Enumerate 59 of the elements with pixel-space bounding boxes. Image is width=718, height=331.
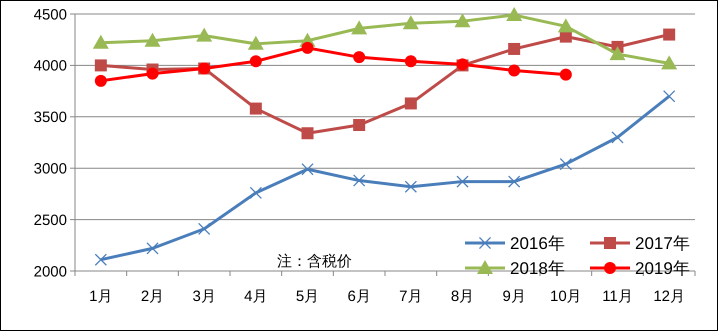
y-tick-label: 4500 [34,6,67,24]
point [454,13,470,28]
point [663,28,676,41]
x-tick-label: 7月 [399,288,423,305]
point [353,174,366,187]
point [94,74,107,87]
point [250,186,262,199]
point [144,32,160,47]
point [248,36,264,50]
y-tick-label: 3500 [34,109,67,126]
legend-label: 2017年 [635,234,690,253]
x-tick-label: 8月 [450,288,474,305]
x-tick-label: 9月 [502,288,526,305]
legend-label: 2016年 [510,234,565,253]
point [146,242,158,254]
point [250,102,262,115]
point [508,42,520,55]
annotation: 注：含税价 [277,253,352,270]
x-tick-label: 2月 [140,288,164,305]
legend-label: 2018年 [510,258,565,278]
point [302,127,314,140]
point [508,64,520,77]
point [198,222,210,235]
point [612,131,624,144]
point [404,97,417,110]
x-tick-label: 3月 [192,288,216,305]
y-tick-label: 2000 [34,263,67,280]
point [508,176,520,188]
point [560,158,572,170]
point [404,55,417,68]
point [353,51,366,64]
point [404,180,417,193]
point [506,7,522,22]
point [353,119,366,132]
x-tick-label: 6月 [347,288,371,305]
x-tick-label: 11月 [602,288,633,305]
point [92,34,109,49]
x-tick-label: 4月 [244,288,268,305]
point [196,28,212,42]
point [351,20,368,34]
point [402,15,419,30]
y-tick-label: 4000 [34,58,67,75]
point [558,18,574,32]
point [94,254,107,266]
y-tick-label: 3000 [34,160,67,178]
point [146,68,158,80]
point [250,55,262,68]
point [94,59,107,72]
point [610,46,626,60]
x-tick-label: 5月 [296,288,320,305]
point [302,163,314,176]
y-tick-label: 2500 [34,212,67,229]
point [661,55,678,70]
x-tick-label: 10月 [550,288,582,305]
x-tick-label: 1月 [89,288,113,305]
x-tick-label: 12月 [653,288,686,305]
legend-label: 2019年 [635,258,690,278]
point [560,68,572,81]
point [302,42,314,54]
